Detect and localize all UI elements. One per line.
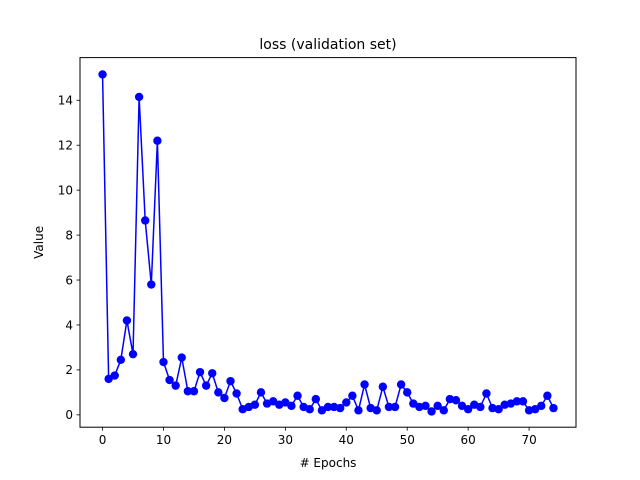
axis-ticks: 0 10 20 30 40 50 60 70 0 2 4 6 8 10 12 14 <box>58 94 537 448</box>
x-tick-label: 70 <box>521 433 536 447</box>
data-point <box>232 389 241 398</box>
data-point <box>153 136 162 145</box>
data-point <box>159 357 168 367</box>
data-point <box>463 405 473 414</box>
x-tick-label: 40 <box>339 433 354 447</box>
data-point <box>147 280 156 289</box>
data-point <box>116 355 126 364</box>
data-point <box>220 393 229 403</box>
data-point <box>342 398 351 407</box>
data-point <box>335 403 345 413</box>
data-point <box>98 70 107 79</box>
data-point <box>195 367 205 377</box>
data-point <box>122 316 132 325</box>
data-point <box>348 391 357 400</box>
data-point <box>189 387 199 396</box>
chart-title: loss (validation set) <box>259 37 396 53</box>
data-point <box>134 92 144 102</box>
data-point <box>360 380 369 389</box>
data-point <box>433 401 442 411</box>
y-tick-label: 4 <box>65 318 73 332</box>
data-point <box>128 349 138 359</box>
data-point <box>165 375 174 385</box>
y-tick-label: 2 <box>65 363 73 377</box>
data-point <box>287 401 296 411</box>
data-point <box>518 397 528 406</box>
data-point <box>403 388 412 397</box>
y-tick-label: 0 <box>65 408 73 422</box>
y-tick-label: 6 <box>65 273 73 287</box>
data-point <box>208 369 217 378</box>
y-tick-label: 12 <box>58 139 73 153</box>
data-point <box>537 401 546 411</box>
data-point <box>549 403 558 413</box>
x-tick-label: 50 <box>400 433 415 447</box>
plot-frame <box>79 57 577 428</box>
data-point <box>183 387 193 396</box>
data-point <box>451 396 461 405</box>
x-tick-label: 60 <box>461 433 476 447</box>
data-point <box>226 376 235 386</box>
data-point <box>512 397 522 406</box>
data-point <box>439 406 448 415</box>
data-point <box>378 382 388 391</box>
y-axis-label: Value <box>32 226 46 259</box>
x-tick-label: 10 <box>156 433 171 447</box>
data-point <box>140 216 150 225</box>
x-axis-label: # Epochs <box>300 456 357 470</box>
data-point <box>390 402 400 412</box>
data-point <box>421 401 430 411</box>
data-point <box>427 407 436 416</box>
data-point <box>177 353 186 362</box>
data-point <box>494 405 503 414</box>
y-tick-label: 10 <box>58 183 73 197</box>
data-point <box>384 402 394 412</box>
data-point <box>323 402 333 412</box>
x-tick-label: 20 <box>217 433 232 447</box>
data-point <box>305 405 314 414</box>
data-point <box>201 381 211 390</box>
x-tick-label: 0 <box>99 433 107 447</box>
data-point <box>250 400 260 409</box>
data-point <box>214 388 223 397</box>
x-tick-label: 30 <box>278 433 293 447</box>
data-point <box>256 388 266 397</box>
data-point <box>396 380 406 389</box>
data-point <box>311 394 321 404</box>
y-tick-label: 14 <box>58 94 73 108</box>
data-point <box>354 406 363 415</box>
y-tick-label: 8 <box>65 228 73 242</box>
data-point <box>293 391 302 400</box>
data-point <box>482 389 491 398</box>
data-point <box>476 402 485 412</box>
data-point <box>171 381 180 390</box>
data-point <box>543 391 552 400</box>
data-point <box>372 406 381 415</box>
data-point <box>110 371 119 380</box>
series-layer <box>98 70 558 416</box>
